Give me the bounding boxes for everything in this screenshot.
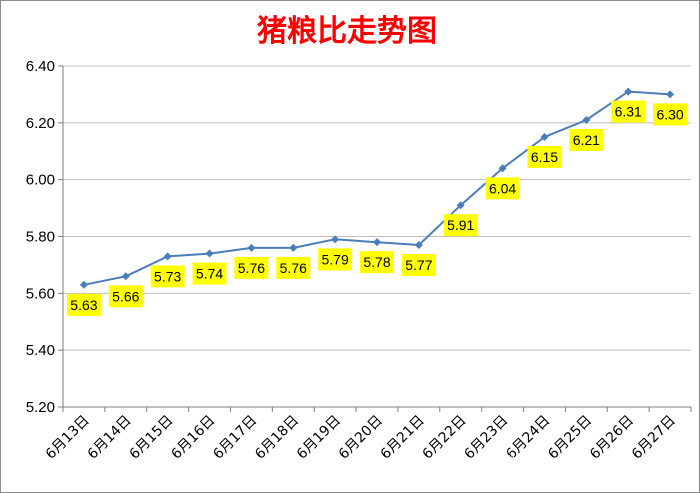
x-tick-label: 6月16日 <box>168 413 218 463</box>
data-label-box <box>234 256 269 279</box>
y-tick-label: 5.80 <box>26 229 55 246</box>
data-point-marker <box>666 90 675 99</box>
x-tick-label: 6月15日 <box>126 413 176 463</box>
data-label: 6.04 <box>489 180 516 196</box>
data-point-marker <box>582 115 591 124</box>
data-point-marker <box>540 133 549 142</box>
y-tick-label: 5.20 <box>26 399 55 416</box>
y-tick-label: 6.00 <box>26 172 55 189</box>
x-tick-label: 6月17日 <box>210 413 260 463</box>
data-label-box <box>360 251 394 274</box>
axes <box>58 65 692 412</box>
x-tick-label: 6月13日 <box>43 413 93 463</box>
data-label-box <box>527 146 562 169</box>
data-label: 5.91 <box>447 217 474 233</box>
data-point-marker <box>498 164 507 173</box>
x-tick-label: 6月18日 <box>252 413 302 463</box>
data-point-marker <box>247 243 256 252</box>
data-label-box <box>485 177 520 200</box>
data-label-box <box>66 293 101 316</box>
data-point-marker <box>373 238 381 247</box>
x-tick-label: 6月21日 <box>378 413 428 463</box>
data-label: 5.79 <box>322 251 349 267</box>
data-point-marker <box>79 280 88 289</box>
data-label-box <box>401 254 436 277</box>
data-point-marker <box>331 235 340 244</box>
data-point-marker <box>205 249 214 258</box>
data-label: 5.66 <box>112 288 139 304</box>
series-line <box>79 87 675 289</box>
x-tick-label: 6月20日 <box>336 413 386 463</box>
data-label: 5.73 <box>154 268 181 284</box>
y-tick-label: 5.60 <box>26 285 55 302</box>
data-point-marker <box>289 243 298 252</box>
data-label: 5.76 <box>238 260 265 276</box>
data-label-box <box>653 103 688 126</box>
data-label: 6.15 <box>531 149 558 165</box>
data-label: 6.30 <box>656 106 683 122</box>
y-tick-label: 6.20 <box>26 115 55 132</box>
data-label: 6.31 <box>615 104 642 120</box>
x-tick-label: 6月19日 <box>294 413 344 463</box>
data-label: 5.77 <box>405 257 432 273</box>
x-tick-label: 6月22日 <box>420 413 470 463</box>
data-labels: 5.63 5.66 5.73 5.74 5.76 5.76 5.79 5.78 5.77 5.91… <box>66 100 688 316</box>
data-label: 6.21 <box>573 132 600 148</box>
y-tick-label: 6.40 <box>26 58 55 75</box>
data-label-box <box>443 214 478 237</box>
data-label-box <box>611 100 646 123</box>
data-point-marker <box>624 87 633 96</box>
data-label-box <box>150 265 185 288</box>
data-point-marker <box>121 272 130 281</box>
data-label-box <box>192 262 227 285</box>
data-label-box <box>108 285 143 308</box>
data-label-box <box>569 128 604 151</box>
data-label-box <box>318 248 353 271</box>
gridlines <box>63 65 691 351</box>
data-point-marker <box>163 252 172 261</box>
wechat-icon <box>480 453 498 471</box>
data-label: 5.63 <box>70 297 97 313</box>
data-label: 5.76 <box>280 260 307 276</box>
data-point-marker <box>456 201 465 210</box>
data-point-marker <box>414 241 423 250</box>
watermark: 微信号:shengzhuilage <box>480 453 651 471</box>
data-label: 5.78 <box>363 254 390 270</box>
data-label-box <box>276 256 311 279</box>
y-tick-label: 5.40 <box>26 342 55 359</box>
chart-title: 猪粮比走势图 <box>257 14 437 49</box>
watermark-text: 微信号:shengzhuilage <box>503 455 651 471</box>
y-tick-labels: 5.20 5.40 5.60 5.80 6.00 6.20 6.40 <box>26 58 55 416</box>
x-tick-label: 6月14日 <box>85 413 135 463</box>
data-label: 5.74 <box>196 266 223 282</box>
